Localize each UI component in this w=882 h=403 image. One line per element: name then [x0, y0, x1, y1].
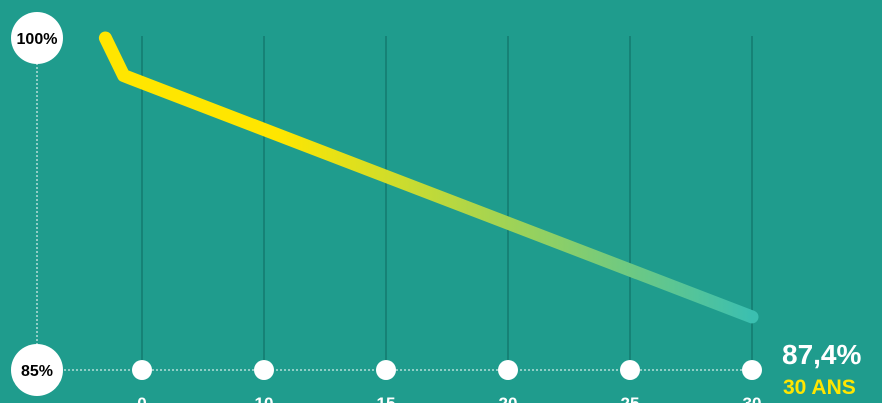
x-tick-label-10: 10 — [255, 394, 274, 403]
axes — [36, 55, 752, 371]
y-tick-badge-0 — [11, 12, 63, 64]
y-tick-badge-1 — [11, 344, 63, 396]
x-tick-label-25: 25 — [621, 394, 640, 403]
y-tick-labels: 100% 85% — [11, 12, 63, 396]
y-tick-label-0: 100% — [17, 31, 58, 48]
series-line — [98, 31, 759, 324]
x-tick-label-30: 30 — [743, 394, 762, 403]
x-tick-labels: 0 10 15 20 25 30 — [137, 394, 761, 403]
end-period-label: 30 ANS — [783, 376, 856, 399]
x-marker-10 — [254, 360, 274, 380]
x-tick-label-0: 0 — [137, 394, 146, 403]
x-tick-label-20: 20 — [499, 394, 518, 403]
x-marker-0 — [132, 360, 152, 380]
x-marker-25 — [620, 360, 640, 380]
x-marker-20 — [498, 360, 518, 380]
x-marker-15 — [376, 360, 396, 380]
end-value-label: 87,4% — [782, 339, 861, 370]
data-series — [98, 31, 759, 324]
y-tick-label-1: 85% — [21, 363, 53, 380]
x-tick-label-15: 15 — [377, 394, 396, 403]
x-axis-markers — [132, 360, 762, 380]
x-marker-30 — [742, 360, 762, 380]
vertical-gridlines — [141, 36, 753, 370]
